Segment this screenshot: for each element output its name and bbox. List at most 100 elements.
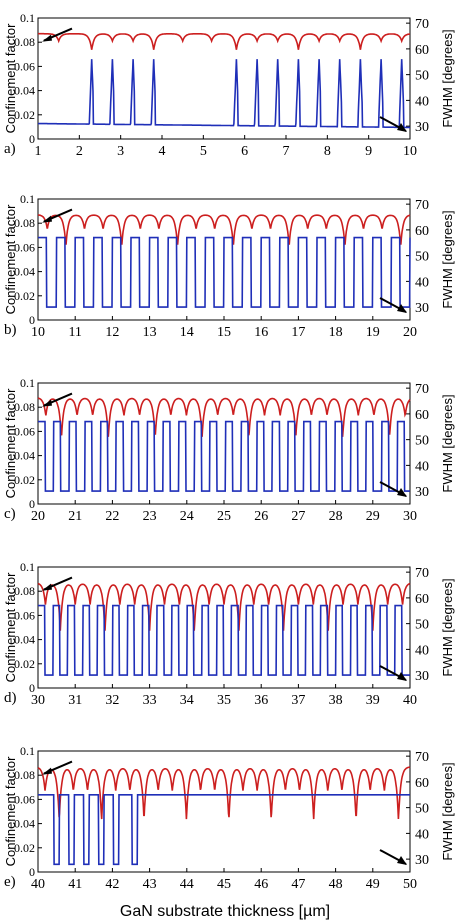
y-left-tick-label: 0 xyxy=(29,132,35,146)
y-right-axis-title: FWHM [degrees] xyxy=(440,578,455,676)
x-tick-label: 36 xyxy=(254,693,268,708)
arrow-head-right xyxy=(397,672,407,681)
x-tick-label: 9 xyxy=(365,144,372,159)
y-right-tick-label: 50 xyxy=(415,69,429,84)
y-right-tick-label: 40 xyxy=(415,459,429,474)
y-right-tick-label: 30 xyxy=(415,301,429,316)
x-tick-label: 50 xyxy=(403,877,417,892)
y-left-tick-label: 0.02 xyxy=(14,108,35,122)
confinement-series-line xyxy=(37,582,411,631)
x-tick-label: 30 xyxy=(403,509,417,524)
y-left-tick-label: 0.06 xyxy=(14,59,35,73)
x-tick-label: 27 xyxy=(291,509,305,524)
y-left-tick-label: 0.1 xyxy=(20,11,35,25)
y-right-tick-label: 30 xyxy=(415,853,429,868)
y-right-tick-label: 40 xyxy=(415,275,429,290)
x-tick-label: 34 xyxy=(180,693,194,708)
x-tick-label: 25 xyxy=(217,509,231,524)
x-tick-label: 40 xyxy=(31,877,45,892)
y-left-tick-label: 0 xyxy=(29,865,35,879)
y-right-tick-label: 70 xyxy=(415,566,429,581)
y-left-tick-label: 0.02 xyxy=(14,289,35,303)
y-right-tick-label: 30 xyxy=(415,669,429,684)
y-right-tick-label: 60 xyxy=(415,592,429,607)
x-tick-label: 45 xyxy=(217,877,231,892)
arrow-head-right xyxy=(397,123,407,132)
x-tick-label: 35 xyxy=(217,693,231,708)
y-right-tick-label: 70 xyxy=(415,382,429,397)
x-tick-label: 24 xyxy=(180,509,194,524)
y-right-tick-label: 50 xyxy=(415,250,429,265)
arrow-head-left xyxy=(42,34,52,42)
y-left-tick-label: 0 xyxy=(29,681,35,695)
x-tick-label: 29 xyxy=(366,509,380,524)
confinement-series-line xyxy=(37,397,411,437)
chart-panel-4: 30 31 32 33 34 35 36 37 38 39 40 0 0.02 0.04 0.06 0.08 0… xyxy=(3,560,455,708)
arrow-head-left xyxy=(42,767,52,775)
fwhm-series-line xyxy=(38,420,410,492)
x-tick-label: 10 xyxy=(403,144,417,159)
panel-label: b) xyxy=(4,322,17,338)
x-tick-label: 22 xyxy=(105,509,119,524)
x-tick-label: 44 xyxy=(180,877,194,892)
y-left-tick-label: 0.08 xyxy=(14,400,35,414)
arrow-head-right xyxy=(397,488,407,497)
x-tick-label: 8 xyxy=(324,144,331,159)
y-right-tick-label: 40 xyxy=(415,827,429,842)
x-tick-label: 30 xyxy=(31,693,45,708)
y-left-tick-label: 0.04 xyxy=(14,449,35,463)
y-left-tick-label: 0.08 xyxy=(14,584,35,598)
x-axis-title: GaN substrate thickness [µm] xyxy=(120,903,330,920)
x-tick-label: 7 xyxy=(283,144,290,159)
x-tick-label: 41 xyxy=(68,877,82,892)
y-left-tick-label: 0.02 xyxy=(14,841,35,855)
arrow-head-left xyxy=(42,583,52,591)
x-tick-label: 1 xyxy=(35,144,42,159)
y-right-axis-title: FWHM [degrees] xyxy=(440,29,455,127)
x-tick-label: 47 xyxy=(291,877,305,892)
y-right-tick-label: 40 xyxy=(415,643,429,658)
y-left-tick-label: 0.06 xyxy=(14,424,35,438)
chart-panel-1: 1 2 3 4 5 6 7 8 9 10 0 0.02 0.04 0.06 0.08 0.1 30 40 50 60 7… xyxy=(3,11,455,159)
x-tick-label: 11 xyxy=(68,325,81,340)
x-tick-label: 43 xyxy=(143,877,157,892)
y-left-axis-title: Confinement factor xyxy=(3,23,18,134)
y-left-tick-label: 0.06 xyxy=(14,792,35,806)
x-tick-label: 26 xyxy=(254,509,268,524)
y-right-tick-label: 30 xyxy=(415,485,429,500)
x-tick-label: 20 xyxy=(31,509,45,524)
y-left-tick-label: 0.1 xyxy=(20,192,35,206)
y-right-axis-title: FWHM [degrees] xyxy=(440,394,455,492)
x-tick-label: 15 xyxy=(217,325,231,340)
chart-panel-2: 10 11 12 13 14 15 16 17 18 19 20 0 0.02 0.04 0.06 0.08 0… xyxy=(3,192,455,340)
x-tick-label: 49 xyxy=(366,877,380,892)
x-tick-label: 33 xyxy=(143,693,157,708)
x-tick-label: 21 xyxy=(68,509,82,524)
y-right-axis-title: FWHM [degrees] xyxy=(440,762,455,860)
y-right-tick-label: 70 xyxy=(415,750,429,765)
x-tick-label: 4 xyxy=(159,144,166,159)
y-right-axis-title: FWHM [degrees] xyxy=(440,210,455,308)
fwhm-series-line xyxy=(38,604,410,676)
x-tick-label: 32 xyxy=(105,693,119,708)
y-right-tick-label: 50 xyxy=(415,434,429,449)
y-left-tick-label: 0.04 xyxy=(14,265,35,279)
y-right-tick-label: 50 xyxy=(415,802,429,817)
chart-panel-3: 20 21 22 23 24 25 26 27 28 29 30 0 0.02 0.04 0.06 0.08 0… xyxy=(3,376,455,524)
arrow-head-right xyxy=(397,304,407,313)
plot-frame xyxy=(37,17,411,140)
x-tick-label: 2 xyxy=(76,144,83,159)
y-left-tick-label: 0.1 xyxy=(20,560,35,574)
x-tick-label: 14 xyxy=(180,325,194,340)
confinement-series-line xyxy=(38,214,411,245)
x-tick-label: 18 xyxy=(329,325,343,340)
chart-panel-5: 40 41 42 43 44 45 46 47 48 49 50 0 0.02 0.04 0.06 0.08 0… xyxy=(3,744,455,892)
y-left-tick-label: 0.02 xyxy=(14,657,35,671)
x-tick-label: 48 xyxy=(329,877,343,892)
panel-label: c) xyxy=(4,506,16,522)
y-right-tick-label: 50 xyxy=(415,618,429,633)
y-right-tick-label: 70 xyxy=(415,17,429,32)
x-tick-label: 37 xyxy=(291,693,305,708)
fwhm-series-line xyxy=(38,794,410,866)
